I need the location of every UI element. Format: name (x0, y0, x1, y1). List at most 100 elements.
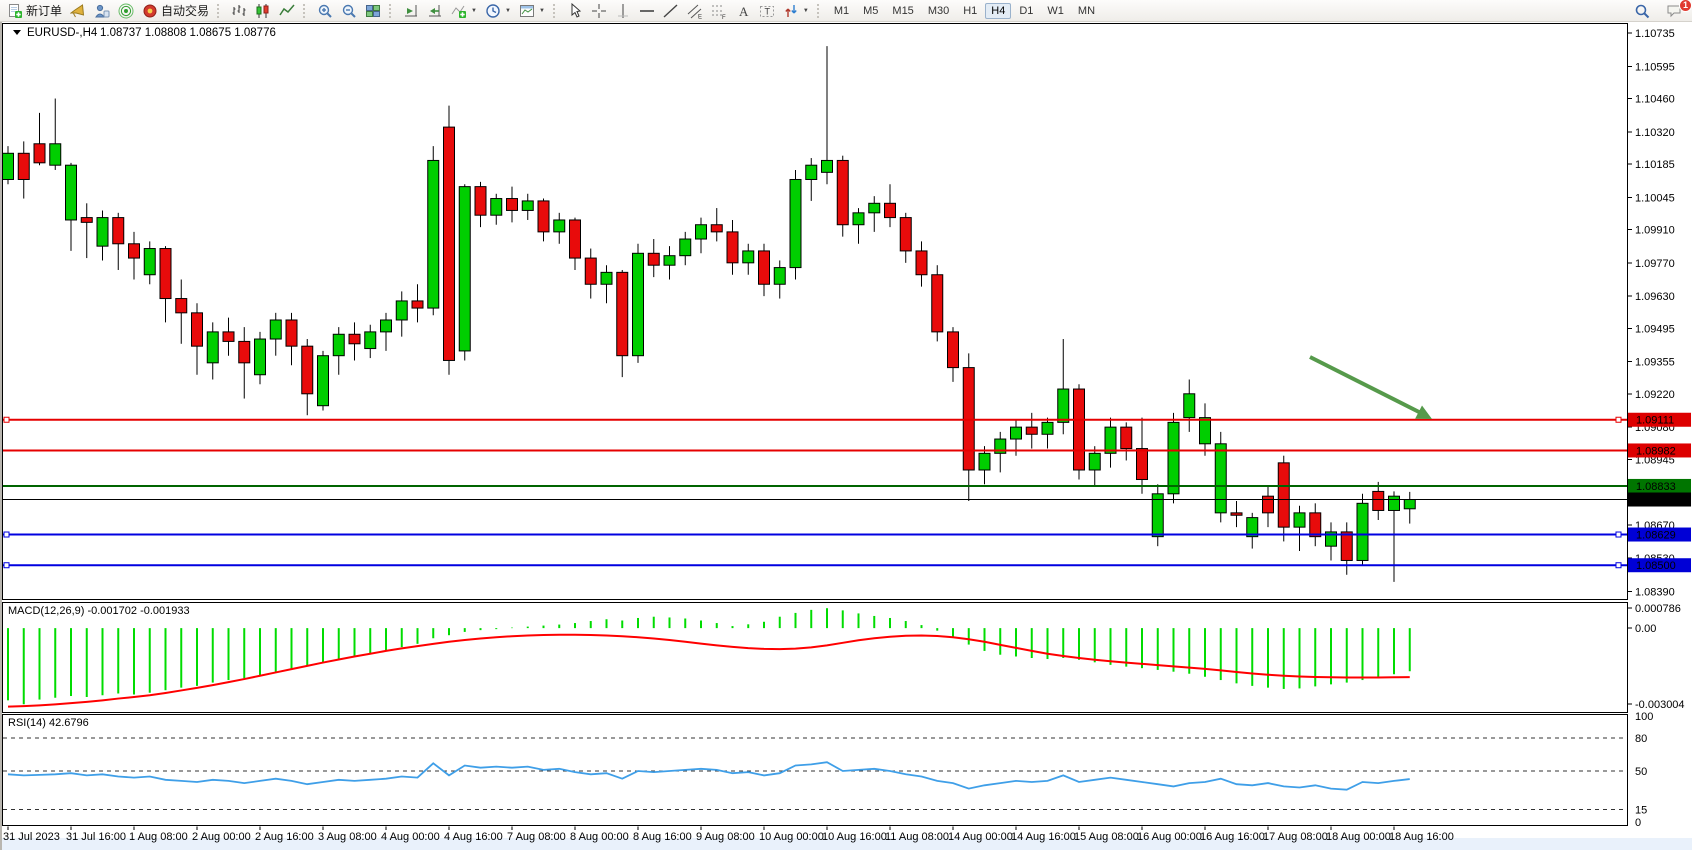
crosshair-button[interactable] (587, 1, 611, 21)
tf-w1[interactable]: W1 (1047, 4, 1064, 17)
candle (96, 210, 109, 261)
candle (899, 212, 912, 263)
hline-1.09111[interactable]: 1.09111 (3, 412, 1691, 427)
svg-text:10 Aug 16:00: 10 Aug 16:00 (822, 831, 887, 843)
candle (1167, 412, 1180, 504)
candle (474, 181, 487, 228)
svg-text:8 Aug 00:00: 8 Aug 00:00 (570, 831, 629, 843)
tf-m1[interactable]: M1 (833, 4, 850, 17)
toolbar-separator (552, 3, 559, 18)
trend-arrow-annotation[interactable] (1309, 355, 1432, 419)
rsi-label: RSI(14) 42.6796 (8, 717, 89, 729)
hline-1.08982[interactable]: 1.08982 (3, 443, 1691, 458)
chart-menu-icon[interactable] (13, 30, 21, 35)
candle (49, 98, 62, 170)
zoom-out-button[interactable] (337, 1, 361, 21)
line-chart-button[interactable] (275, 1, 299, 21)
candle (1120, 422, 1133, 461)
auto-trading-button[interactable]: 自动交易 (138, 1, 213, 21)
candles-icon (256, 3, 269, 18)
candle (836, 155, 849, 237)
svg-text:1.10320: 1.10320 (1635, 127, 1675, 139)
tf-m15[interactable]: M15 (892, 4, 914, 17)
svg-text:1.09220: 1.09220 (1635, 389, 1675, 401)
svg-text:2 Aug 16:00: 2 Aug 16:00 (255, 831, 314, 843)
svg-text:16 Aug 16:00: 16 Aug 16:00 (1200, 831, 1265, 843)
fibonacci-button[interactable]: F (707, 1, 731, 21)
candle (128, 231, 140, 280)
candle (364, 324, 377, 359)
svg-text:16 Aug 00:00: 16 Aug 00:00 (1137, 831, 1202, 843)
candle (285, 312, 298, 366)
bar-chart-button[interactable] (227, 1, 251, 21)
signals-button[interactable] (114, 1, 138, 21)
vertical-line-button[interactable] (611, 1, 635, 21)
candle (1199, 403, 1211, 456)
svg-text:E: E (698, 14, 702, 19)
candle (17, 141, 30, 199)
tf-h4[interactable]: H4 (985, 2, 1012, 19)
zoom-in-button[interactable] (313, 1, 337, 21)
chart-shift-button[interactable] (423, 1, 447, 21)
svg-text:F: F (722, 15, 726, 19)
candle (458, 184, 471, 361)
tf-d1[interactable]: D1 (1019, 4, 1034, 17)
candle (1041, 417, 1054, 449)
candle (380, 312, 392, 351)
expert-advisors-button[interactable] (90, 1, 114, 21)
candle (254, 331, 266, 385)
svg-text:1.08833: 1.08833 (1636, 481, 1676, 493)
tf-h1[interactable]: H1 (963, 4, 978, 17)
horizontal-line-button[interactable] (635, 1, 659, 21)
candle (348, 322, 361, 361)
auto-scroll-button[interactable] (399, 1, 423, 21)
trendline-button[interactable] (659, 1, 683, 21)
candle (632, 243, 644, 363)
price-tag (1628, 412, 1691, 427)
tf-m30[interactable]: M30 (927, 4, 950, 17)
tile-windows-button[interactable] (361, 1, 385, 21)
candle (915, 241, 928, 287)
hline-1.08833[interactable]: 1.08833 (3, 478, 1691, 493)
sound-alert-button[interactable] (66, 1, 90, 21)
candle (1262, 486, 1274, 528)
trend-icon (663, 3, 678, 18)
candle (443, 105, 455, 375)
crosshair-icon (591, 3, 606, 18)
indicators-button[interactable]: ▼ (447, 1, 481, 21)
pane-borders (2, 23, 1628, 826)
periods-button[interactable]: ▼ (481, 1, 515, 21)
chevron-down-icon: ▼ (538, 7, 545, 14)
tf-m5[interactable]: M5 (863, 4, 879, 17)
candle (931, 265, 944, 342)
candlestick-chart-button[interactable] (251, 1, 275, 21)
candle (1183, 379, 1196, 432)
svg-text:1.08390: 1.08390 (1635, 586, 1675, 598)
hline-1.08500[interactable]: 1.08500 (3, 558, 1691, 573)
macd-pane: MACD(12,26,9) -0.001702 -0.001933 0.00078… (7, 603, 1685, 711)
candle (1293, 505, 1306, 551)
equidistant-channel-button[interactable]: E (683, 1, 707, 21)
candle (773, 260, 786, 299)
toolbar-separator (389, 3, 395, 18)
candle (710, 208, 723, 242)
price-tag (1628, 478, 1691, 493)
hline-1.08629[interactable]: 1.08629 (3, 527, 1691, 542)
toolbar: 新订单 自动交易 ▼ ▼ ▼ E F A T ▼ M1 M5 M15 M30 H1 H4 D1 W1 MN 1 (0, 0, 1692, 22)
new-order-button[interactable]: 新订单 (3, 1, 66, 21)
tf-mn[interactable]: MN (1077, 4, 1096, 17)
arrows-button[interactable]: ▼ (779, 1, 813, 21)
svg-text:31 Jul 16:00: 31 Jul 16:00 (66, 831, 126, 843)
text-button[interactable]: A (731, 1, 755, 21)
search-button[interactable] (1630, 1, 1654, 21)
svg-text:15 Aug 08:00: 15 Aug 08:00 (1074, 831, 1139, 843)
templates-button[interactable]: ▼ (515, 1, 549, 21)
svg-text:14 Aug 16:00: 14 Aug 16:00 (1011, 831, 1076, 843)
cursor-button[interactable] (563, 1, 587, 21)
hline-1.08776[interactable]: 1.08776 (3, 492, 1691, 507)
horizontal-line-objects[interactable]: 1.09111 1.08982 1.08833 1.08776 1.08629 1.085… (3, 412, 1691, 573)
text-label-button[interactable]: T (755, 1, 779, 21)
candle (616, 269, 629, 378)
notifications-button[interactable]: 1 (1662, 0, 1692, 21)
